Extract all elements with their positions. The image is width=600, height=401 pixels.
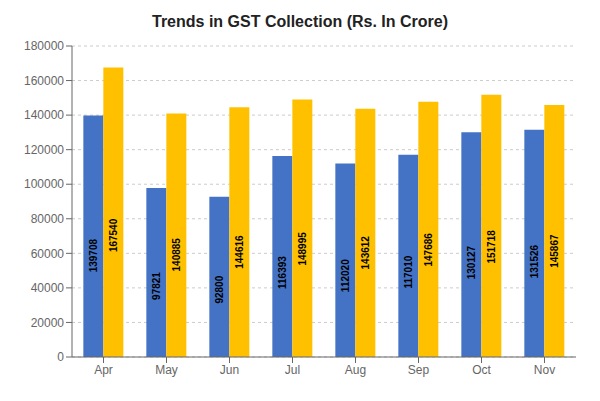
- svg-text:Nov: Nov: [534, 363, 555, 377]
- svg-text:Oct: Oct: [472, 363, 491, 377]
- svg-text:Jun: Jun: [220, 363, 239, 377]
- svg-text:151718: 151718: [486, 230, 497, 264]
- svg-text:Apr: Apr: [94, 363, 113, 377]
- svg-text:139708: 139708: [88, 238, 99, 272]
- svg-text:100000: 100000: [24, 177, 64, 191]
- svg-text:145867: 145867: [549, 234, 560, 268]
- svg-text:120000: 120000: [24, 143, 64, 157]
- svg-text:147686: 147686: [423, 233, 434, 267]
- svg-text:Sep: Sep: [408, 363, 430, 377]
- svg-text:92800: 92800: [214, 275, 225, 303]
- svg-text:116393: 116393: [277, 256, 288, 289]
- svg-text:130127: 130127: [466, 245, 477, 279]
- svg-text:143612: 143612: [360, 236, 371, 270]
- svg-text:Jul: Jul: [285, 363, 300, 377]
- svg-text:0: 0: [57, 350, 64, 364]
- svg-text:180000: 180000: [24, 39, 64, 53]
- svg-text:160000: 160000: [24, 74, 64, 88]
- svg-text:60000: 60000: [31, 247, 65, 261]
- svg-text:80000: 80000: [31, 212, 65, 226]
- svg-text:117010: 117010: [403, 255, 414, 288]
- svg-text:167540: 167540: [108, 218, 119, 252]
- html-text:Trends in GST Collection (Rs.: Trends in GST Collection (Rs. In Crore): [152, 13, 448, 30]
- svg-text:140000: 140000: [24, 108, 64, 122]
- svg-text:144616: 144616: [234, 235, 245, 269]
- svg-text:97821: 97821: [151, 272, 162, 300]
- svg-text:40000: 40000: [31, 281, 65, 295]
- svg-text:140885: 140885: [171, 238, 182, 272]
- svg-text:148995: 148995: [297, 232, 308, 266]
- svg-text:131526: 131526: [529, 244, 540, 278]
- svg-text:112020: 112020: [340, 259, 351, 292]
- svg-text:May: May: [155, 363, 178, 377]
- svg-text:20000: 20000: [31, 316, 65, 330]
- svg-text:Aug: Aug: [345, 363, 366, 377]
